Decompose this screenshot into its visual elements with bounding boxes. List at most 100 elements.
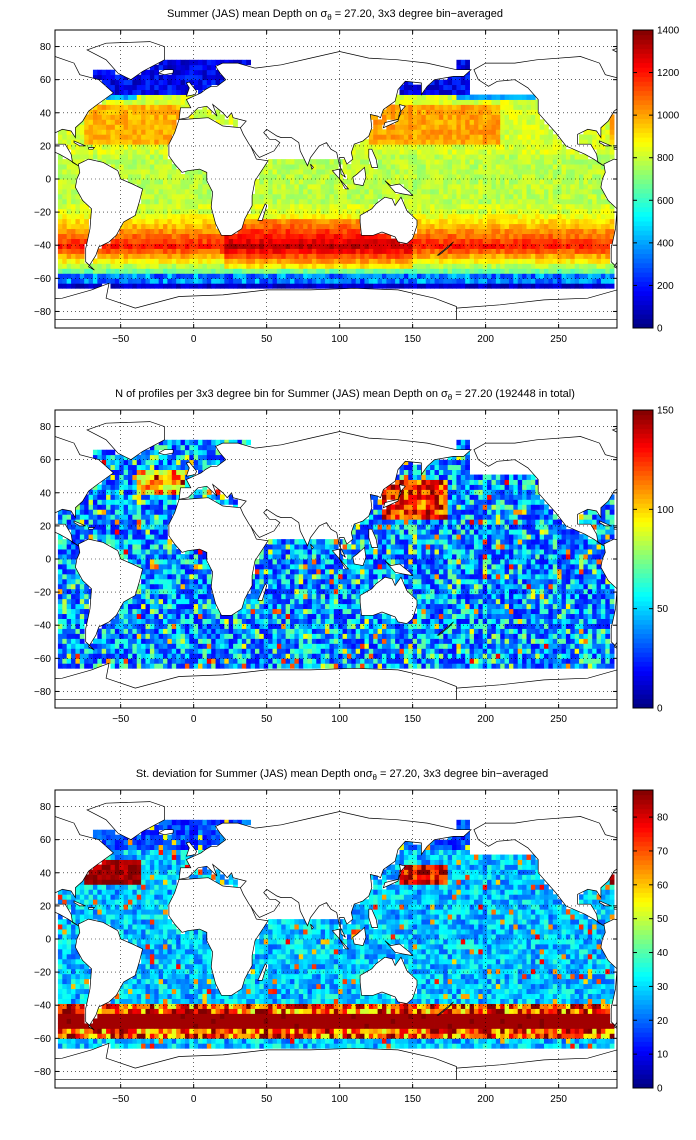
- data-cell: [513, 278, 519, 284]
- data-cell: [399, 119, 405, 125]
- data-cell: [412, 124, 418, 130]
- data-cell: [149, 134, 155, 140]
- data-cell: [57, 183, 63, 190]
- data-cell: [412, 278, 418, 284]
- data-cell: [254, 188, 260, 195]
- data-cell: [399, 149, 405, 155]
- data-cell: [417, 228, 422, 235]
- data-cell: [294, 263, 300, 269]
- data-cell: [171, 283, 177, 289]
- data-cell: [412, 94, 418, 100]
- data-cell: [189, 179, 195, 185]
- data-cell: [579, 188, 584, 195]
- data-cell: [114, 633, 120, 639]
- data-cell: [583, 648, 589, 654]
- data-cell: [452, 104, 457, 110]
- data-cell: [500, 663, 505, 669]
- data-cell: [574, 258, 580, 264]
- data-cell: [110, 74, 116, 81]
- data-cell: [198, 643, 203, 649]
- data-cell: [544, 278, 549, 284]
- data-cell: [605, 139, 611, 145]
- data-cell: [259, 273, 265, 279]
- data-cell: [561, 218, 567, 225]
- data-cell: [66, 203, 72, 210]
- data-cell: [609, 663, 615, 669]
- data-cell: [473, 213, 479, 220]
- data-cell: [92, 74, 98, 81]
- data-cell: [399, 248, 405, 254]
- data-cell: [539, 124, 545, 130]
- data-cell: [373, 119, 378, 125]
- data-cell: [434, 243, 440, 249]
- data-cell: [351, 223, 357, 230]
- data-cell: [180, 268, 186, 274]
- data-cell: [609, 658, 615, 664]
- data-cell: [88, 648, 94, 654]
- data-cell: [206, 198, 212, 205]
- data-cell: [66, 179, 72, 185]
- data-cell: [390, 164, 396, 170]
- data-cell: [544, 263, 549, 269]
- colorbar-swatch: [633, 318, 653, 324]
- data-cell: [320, 169, 326, 175]
- data-cell: [342, 169, 348, 175]
- data-cell: [609, 144, 615, 150]
- data-cell: [79, 208, 85, 215]
- data-cell: [316, 273, 322, 279]
- data-cell: [460, 238, 466, 244]
- data-cell: [136, 213, 142, 220]
- data-cell: [119, 663, 125, 669]
- data-cell: [557, 218, 562, 225]
- data-cell: [381, 159, 387, 165]
- data-cell: [574, 233, 580, 239]
- data-cell: [268, 183, 273, 190]
- data-cell: [215, 278, 221, 284]
- data-cell: [198, 243, 203, 249]
- data-cell: [364, 663, 370, 669]
- data-cell: [522, 248, 527, 254]
- data-cell: [268, 658, 273, 664]
- data-cell: [219, 74, 225, 81]
- data-cell: [294, 283, 300, 289]
- data-cell: [425, 124, 431, 130]
- data-cell: [552, 164, 558, 170]
- data-cell: [224, 263, 230, 269]
- data-cell: [219, 243, 225, 249]
- data-cell: [132, 94, 138, 100]
- data-cell: [136, 218, 142, 225]
- data-cell: [583, 174, 589, 180]
- data-cell: [158, 213, 164, 220]
- data-cell: [355, 643, 361, 649]
- data-cell: [338, 183, 343, 190]
- data-cell: [522, 154, 527, 160]
- data-cell: [456, 74, 462, 81]
- data-cell: [508, 114, 514, 120]
- data-cell: [259, 648, 265, 654]
- data-cell: [452, 169, 457, 175]
- data-cell: [62, 193, 68, 200]
- data-cell: [491, 134, 497, 140]
- data-cell: [430, 193, 435, 200]
- data-cell: [592, 238, 597, 244]
- data-cell: [469, 198, 475, 205]
- data-cell: [127, 169, 133, 175]
- data-cell: [154, 89, 160, 95]
- data-cell: [254, 638, 260, 644]
- data-cell: [145, 174, 151, 180]
- data-cell: [504, 208, 510, 215]
- data-cell: [154, 278, 160, 284]
- data-cell: [557, 228, 562, 235]
- data-cell: [377, 179, 383, 185]
- data-cell: [325, 258, 330, 264]
- data-cell: [75, 633, 81, 639]
- data-cell: [268, 188, 273, 195]
- data-cell: [478, 213, 484, 220]
- data-cell: [579, 154, 584, 160]
- data-cell: [57, 134, 63, 140]
- data-cell: [513, 648, 519, 654]
- data-cell: [526, 99, 532, 105]
- data-cell: [259, 188, 265, 195]
- data-cell: [311, 179, 317, 185]
- data-cell: [298, 663, 304, 669]
